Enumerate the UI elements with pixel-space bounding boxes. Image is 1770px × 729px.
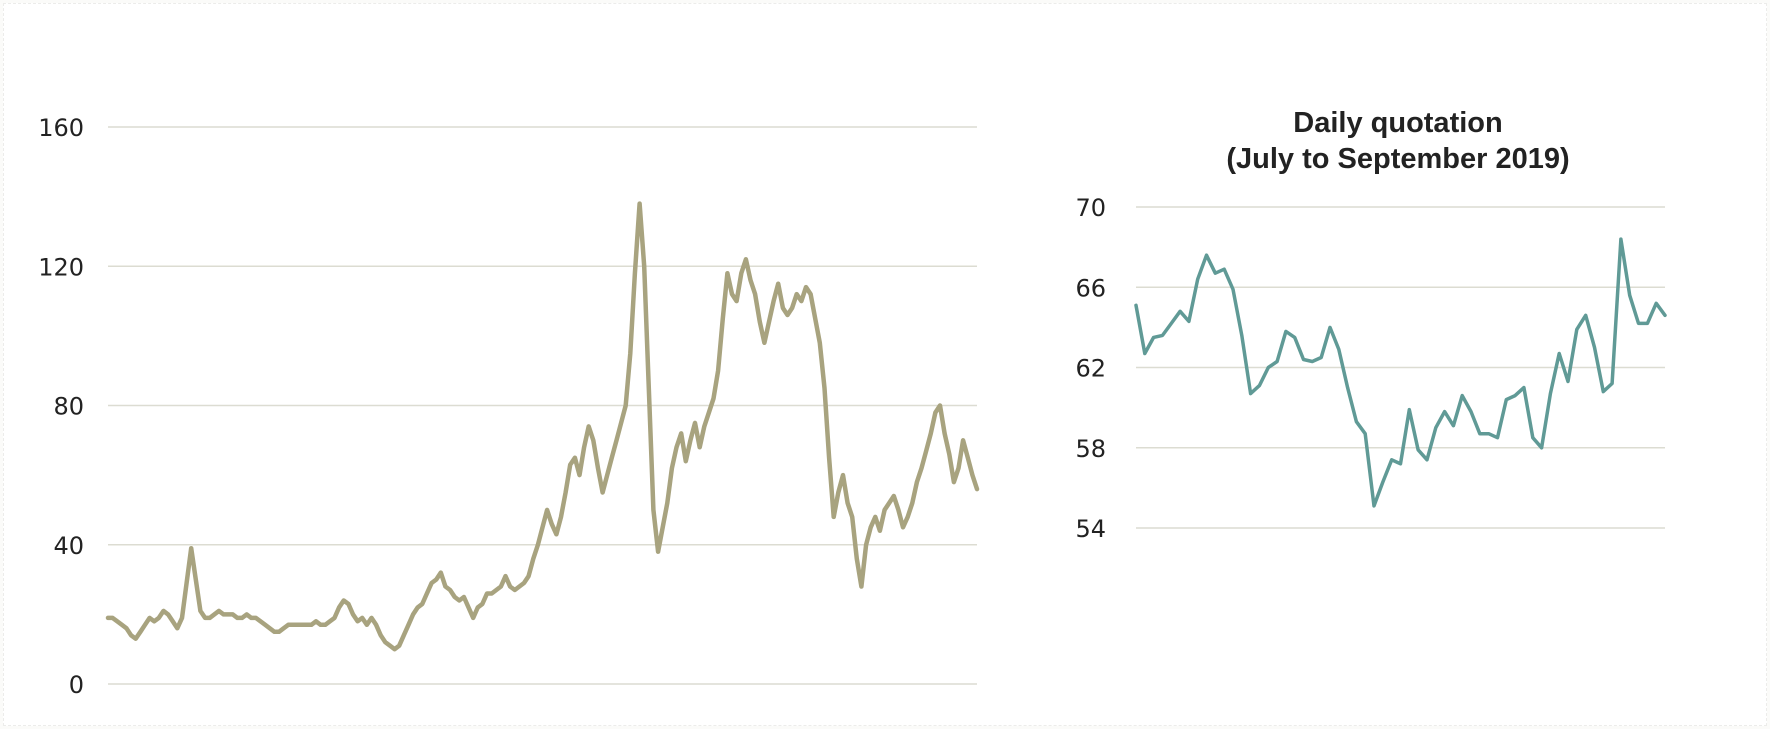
inset-chart: Daily quotation (July to September 2019)…	[1075, 107, 1667, 543]
main-y-tick-label: 0	[69, 671, 84, 699]
main-y-tick-label: 40	[53, 532, 84, 560]
inset-y-tick-label: 66	[1075, 274, 1106, 302]
inset-y-tick-label: 58	[1075, 435, 1106, 463]
inset-y-tick-label: 54	[1075, 515, 1106, 543]
main-y-tick-label: 80	[53, 393, 84, 421]
inset-series-line	[1134, 237, 1667, 508]
inset-subtitle: (July to September 2019)	[1226, 143, 1569, 175]
inset-y-tick-label: 70	[1075, 194, 1106, 222]
main-chart: 160 120 80 40 0	[38, 114, 980, 699]
chart-frame	[3, 3, 1767, 726]
inset-title: Daily quotation	[1293, 107, 1502, 139]
main-y-tick-label: 160	[38, 114, 84, 142]
main-series-line	[105, 201, 980, 652]
inset-y-tick-label: 62	[1075, 355, 1106, 383]
main-y-tick-label: 120	[38, 253, 84, 281]
